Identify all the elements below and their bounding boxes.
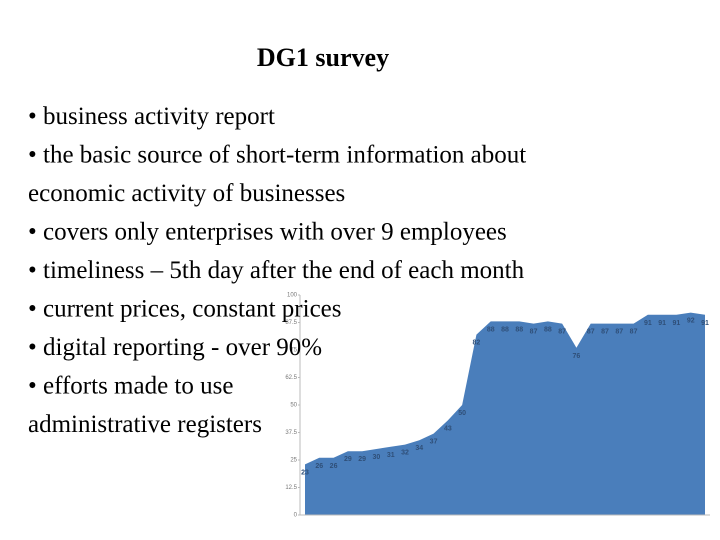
text-line: administrative registers (28, 411, 262, 438)
data-label: 88 (501, 326, 509, 333)
text-line: • efforts made to use (28, 373, 233, 400)
y-tick-label: 37.5 (285, 430, 297, 436)
data-label: 88 (544, 326, 552, 333)
y-tick-label: 50 (290, 403, 297, 409)
data-label: 37 (430, 439, 438, 446)
y-tick-label: 25 (290, 458, 297, 464)
data-label: 32 (401, 450, 409, 457)
text-line: • current prices, constant prices (28, 296, 342, 323)
data-label: 92 (687, 318, 695, 325)
text-line: economic activity of businesses (28, 180, 345, 207)
data-label: 91 (673, 320, 681, 327)
y-tick-label: 62.5 (285, 375, 297, 381)
data-label: 23 (301, 469, 309, 476)
y-tick-label: 0 (294, 513, 298, 519)
data-label: 91 (644, 320, 652, 327)
data-label: 87 (601, 329, 609, 336)
data-label: 26 (315, 463, 323, 470)
text-line: • the basic source of short-term informa… (28, 142, 526, 169)
y-tick-label: 12.5 (285, 485, 297, 491)
data-label: 87 (587, 329, 595, 336)
data-label: 31 (387, 452, 395, 459)
text-line: • timeliness – 5th day after the end of … (28, 257, 525, 284)
data-label: 91 (701, 320, 709, 327)
data-label: 87 (530, 329, 538, 336)
y-tick-label: 75 (290, 348, 297, 354)
y-tick-label: 87.5 (285, 320, 297, 326)
data-label: 30 (373, 454, 381, 461)
data-label: 91 (658, 320, 666, 327)
body-text: • business activity report • the basic so… (28, 103, 526, 438)
data-label: 50 (458, 410, 466, 417)
data-label: 82 (473, 340, 481, 347)
data-label: 76 (573, 353, 581, 360)
text-line: • digital reporting - over 90% (28, 334, 322, 361)
data-label: 29 (344, 456, 352, 463)
data-label: 88 (487, 326, 495, 333)
text-line: • covers only enterprises with over 9 em… (28, 219, 507, 246)
data-label: 87 (630, 329, 638, 336)
data-label: 87 (558, 329, 566, 336)
data-label: 34 (415, 445, 423, 452)
data-label: 87 (615, 329, 623, 336)
slide-title: DG1 survey (257, 43, 389, 72)
data-label: 26 (330, 463, 338, 470)
area (305, 312, 705, 515)
data-label: 88 (515, 326, 523, 333)
chart: 0 12.5 25 37.5 50 62.5 75 87.5 100 23 26 26 29 29 30 31… (285, 293, 710, 519)
text-line: • business activity report (28, 103, 275, 130)
data-label: 29 (358, 456, 366, 463)
data-label: 43 (444, 425, 452, 432)
y-tick-label: 100 (287, 293, 298, 299)
